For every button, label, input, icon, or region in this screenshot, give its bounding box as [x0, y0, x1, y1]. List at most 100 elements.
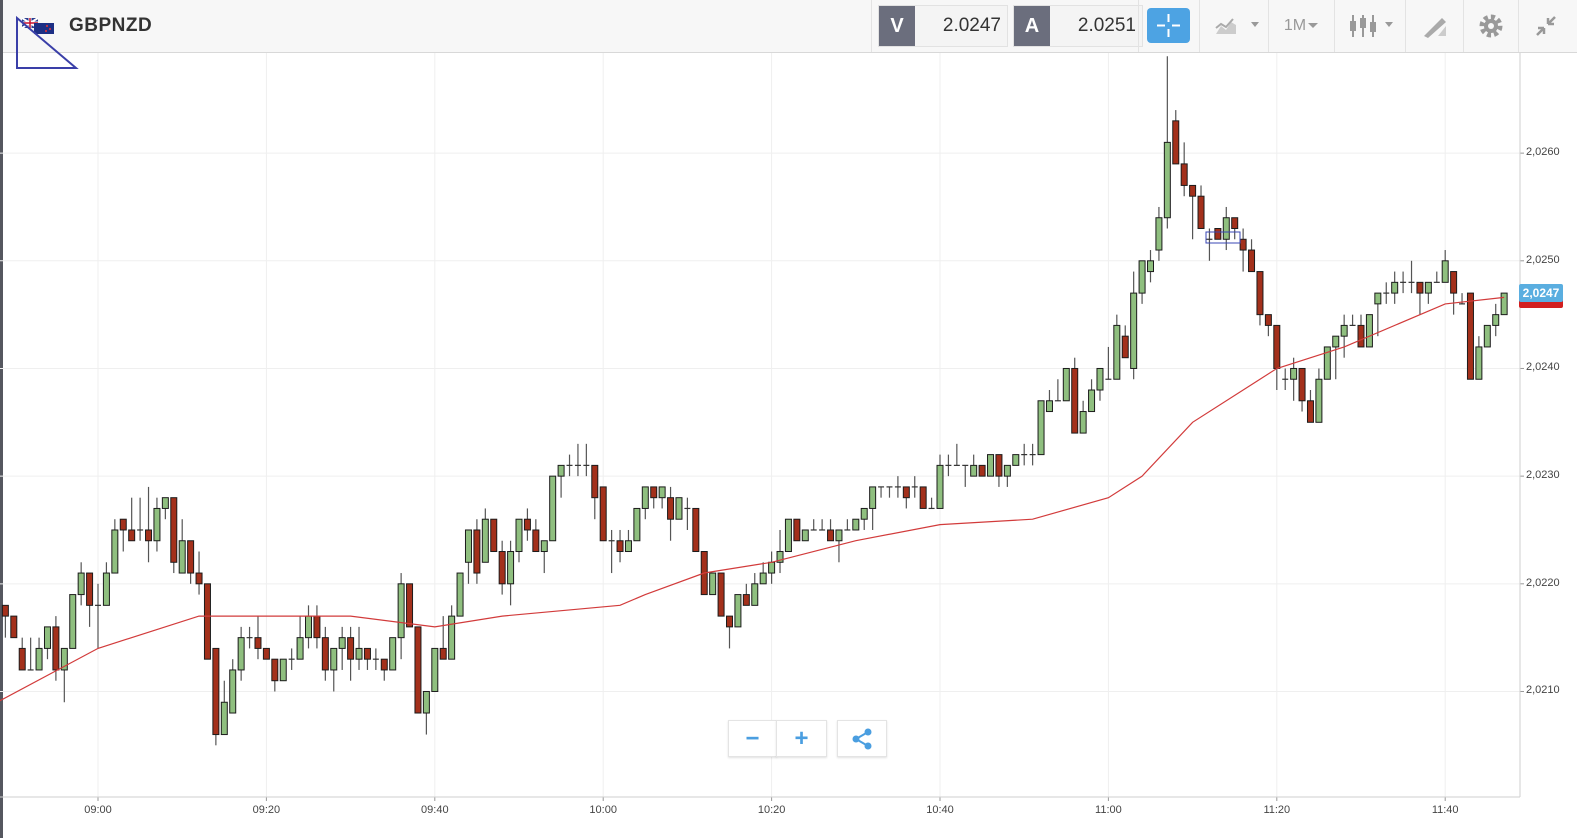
candle-up[interactable]	[675, 497, 683, 520]
candle-up[interactable]	[1500, 292, 1508, 316]
candle-up[interactable]	[372, 648, 379, 670]
candle-down[interactable]	[380, 658, 388, 681]
candle-down[interactable]	[599, 486, 607, 542]
candle-up[interactable]	[43, 626, 51, 660]
candle-down[interactable]	[978, 464, 986, 477]
candle-up[interactable]	[911, 476, 918, 498]
candle-up[interactable]	[60, 647, 68, 703]
candle-up[interactable]	[1155, 206, 1163, 261]
candle-up[interactable]	[734, 594, 742, 628]
candle-up[interactable]	[111, 519, 119, 574]
candlestick-type-dropdown[interactable]	[1343, 5, 1399, 47]
candle-up[interactable]	[1163, 56, 1171, 229]
candle-down[interactable]	[827, 519, 835, 542]
candle-up[interactable]	[633, 507, 641, 542]
candle-down[interactable]	[271, 658, 279, 692]
candle-up[interactable]	[448, 605, 456, 660]
candle-down[interactable]	[321, 626, 329, 681]
candle-down[interactable]	[1, 604, 9, 638]
candle-up[interactable]	[970, 454, 978, 477]
candle-up[interactable]	[1206, 228, 1213, 261]
candle-down[interactable]	[667, 486, 675, 541]
candle-down[interactable]	[363, 647, 371, 670]
candle-down[interactable]	[1239, 228, 1247, 272]
candle-up[interactable]	[137, 497, 144, 541]
candle-up[interactable]	[549, 475, 557, 542]
candle-up[interactable]	[1113, 314, 1121, 380]
candle-down[interactable]	[313, 605, 321, 649]
candle-down[interactable]	[1273, 324, 1281, 391]
share-button[interactable]	[837, 720, 887, 757]
candle-up[interactable]	[296, 616, 304, 660]
crosshair-button[interactable]	[1147, 8, 1190, 43]
candle-down[interactable]	[128, 497, 136, 542]
candle-down[interactable]	[145, 486, 153, 563]
zoom-out-button[interactable]: −	[728, 720, 777, 757]
candle-down[interactable]	[170, 497, 178, 574]
candle-up[interactable]	[1400, 271, 1407, 294]
candle-up[interactable]	[35, 637, 43, 671]
candle-up[interactable]	[1222, 206, 1230, 251]
candle-up[interactable]	[422, 690, 430, 735]
candle-up[interactable]	[246, 626, 253, 649]
drawing-tool-button[interactable]	[1414, 5, 1456, 47]
candle-down[interactable]	[532, 519, 540, 553]
candle-up[interactable]	[1383, 282, 1390, 304]
candle-up[interactable]	[759, 562, 767, 585]
candle-up[interactable]	[305, 605, 312, 649]
candle-down[interactable]	[187, 540, 195, 584]
candle-up[interactable]	[507, 540, 515, 606]
zoom-in-button[interactable]: +	[776, 720, 827, 757]
candle-up[interactable]	[566, 454, 573, 477]
candle-up[interactable]	[237, 626, 245, 681]
candle-down[interactable]	[439, 616, 447, 660]
candle-up[interactable]	[962, 464, 969, 487]
candle-up[interactable]	[860, 507, 868, 530]
candle-down[interactable]	[995, 454, 1003, 487]
candle-down[interactable]	[1180, 142, 1188, 197]
candle-down[interactable]	[591, 464, 599, 520]
candle-down[interactable]	[1231, 217, 1239, 240]
candle-up[interactable]	[102, 562, 110, 606]
candle-up[interactable]	[161, 497, 169, 520]
candle-down[interactable]	[902, 486, 910, 509]
candle-down[interactable]	[742, 583, 750, 606]
candle-up[interactable]	[1492, 303, 1500, 337]
candle-up[interactable]	[1130, 271, 1138, 380]
candle-down[interactable]	[1197, 185, 1205, 230]
ask-quote[interactable]: A 2.0251	[1013, 5, 1143, 47]
selection-marker[interactable]	[1205, 231, 1241, 244]
candle-down[interactable]	[498, 540, 506, 595]
candle-up[interactable]	[279, 658, 287, 682]
candle-up[interactable]	[1433, 271, 1440, 283]
candle-up[interactable]	[355, 626, 363, 670]
triangle-drawing[interactable]	[16, 15, 79, 69]
candle-down[interactable]	[262, 647, 270, 660]
candle-up[interactable]	[844, 519, 851, 531]
candle-down[interactable]	[10, 615, 18, 639]
candle-up[interactable]	[1029, 443, 1036, 466]
candle-down[interactable]	[692, 507, 700, 553]
candle-up[interactable]	[810, 519, 817, 531]
candle-up[interactable]	[1391, 271, 1399, 304]
candle-down[interactable]	[1071, 357, 1079, 434]
candle-down[interactable]	[254, 616, 262, 660]
candle-up[interactable]	[95, 583, 101, 649]
candle-up[interactable]	[709, 572, 717, 596]
candle-up[interactable]	[658, 486, 666, 509]
candle-down[interactable]	[1298, 367, 1306, 412]
candle-down[interactable]	[1172, 110, 1180, 165]
candle-up[interactable]	[1332, 335, 1340, 380]
candle-up[interactable]	[768, 551, 776, 584]
candle-down[interactable]	[717, 572, 725, 617]
candle-up[interactable]	[1021, 443, 1028, 466]
candle-up[interactable]	[953, 443, 960, 466]
candle-down[interactable]	[793, 518, 801, 542]
settings-button[interactable]	[1471, 5, 1511, 47]
candle-up[interactable]	[936, 454, 944, 509]
candle-up[interactable]	[624, 529, 632, 553]
candle-down[interactable]	[119, 518, 127, 552]
candle-up[interactable]	[456, 572, 464, 617]
candle-up[interactable]	[1012, 454, 1020, 466]
